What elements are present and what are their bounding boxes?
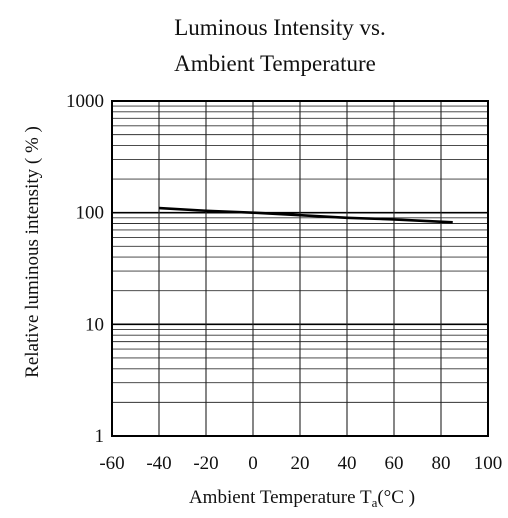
chart-title-line1: Luminous Intensity vs. (174, 15, 385, 40)
y-tick-labels: 1 10 100 1000 (66, 91, 104, 447)
x-tick-label: -60 (99, 453, 124, 474)
series-line (158, 206, 453, 224)
series-layer (158, 206, 453, 224)
y-axis-label: Relative luminous intensity ( % ) (22, 126, 43, 378)
y-tick-label: 10 (85, 314, 104, 335)
x-tick-label: 100 (474, 453, 503, 474)
x-axis-label: Ambient Temperature Ta(°C ) (189, 487, 415, 510)
x-tick-label: 40 (338, 453, 357, 474)
x-axis-label-unit: (°C ) (377, 487, 415, 508)
x-tick-label: 0 (248, 453, 258, 474)
plot-frame (111, 100, 489, 437)
x-tick-label: 20 (291, 453, 310, 474)
x-tick-label: -20 (193, 453, 218, 474)
chart-title-line2: Ambient Temperature (174, 51, 376, 76)
x-tick-label: 80 (432, 453, 451, 474)
major-gridlines (111, 101, 489, 436)
x-axis-label-subscript: a (372, 495, 378, 510)
x-tick-labels: -60 -40 -20 0 20 40 60 80 100 (99, 453, 502, 474)
x-tick-label: 60 (385, 453, 404, 474)
y-tick-label: 1000 (66, 91, 104, 112)
y-tick-label: 1 (95, 426, 105, 447)
x-axis-label-main: Ambient Temperature T (189, 487, 372, 508)
y-tick-label: 100 (76, 203, 105, 224)
x-tick-label: -40 (146, 453, 171, 474)
